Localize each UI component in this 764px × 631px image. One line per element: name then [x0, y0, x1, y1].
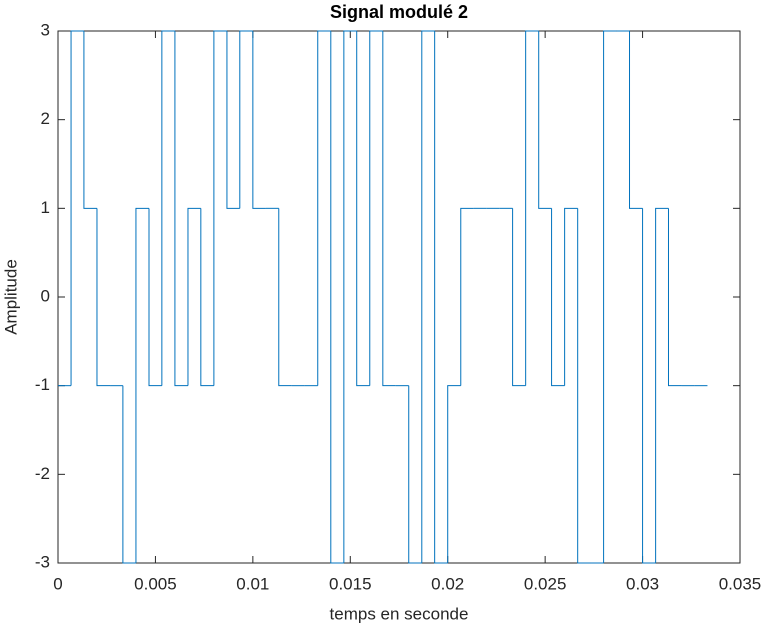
- step: [667, 208, 682, 387]
- step: [655, 207, 669, 563]
- x-tick-label: 0.01: [236, 574, 269, 593]
- step: [577, 208, 591, 564]
- step: [538, 31, 552, 209]
- x-tick-label: 0.02: [431, 574, 464, 593]
- step: [174, 31, 188, 387]
- step: [252, 31, 266, 209]
- step: [434, 31, 448, 564]
- step: [512, 208, 526, 387]
- step: [564, 207, 578, 386]
- step: [460, 207, 474, 386]
- step: [525, 30, 539, 386]
- y-tick-label: -3: [35, 552, 50, 571]
- chart-title: Signal modulé 2: [330, 2, 468, 22]
- step: [135, 207, 149, 563]
- y-tick-label: 3: [41, 20, 50, 39]
- step: [278, 208, 292, 387]
- step: [603, 30, 617, 563]
- step: [343, 30, 357, 563]
- x-tick-label: 0.035: [719, 574, 762, 593]
- step: [369, 30, 383, 386]
- step: [330, 31, 344, 564]
- y-axis-label: Amplitude: [1, 259, 20, 335]
- step: [629, 31, 643, 209]
- y-tick-label: -2: [35, 464, 50, 483]
- x-tick-label: 0.03: [626, 574, 659, 593]
- y-tick-label: 2: [41, 109, 50, 128]
- step: [421, 30, 435, 563]
- x-tick-label: 0.015: [329, 574, 372, 593]
- step: [161, 30, 175, 386]
- step: [187, 207, 201, 386]
- step: [122, 385, 136, 564]
- step: [356, 31, 370, 387]
- step: [408, 385, 422, 564]
- x-axis-label: temps en seconde: [330, 604, 469, 623]
- step: [200, 208, 214, 387]
- step: [642, 208, 656, 564]
- step: [226, 31, 240, 209]
- step: [551, 208, 565, 387]
- step: [382, 31, 396, 387]
- step: [213, 30, 227, 386]
- step: [96, 208, 111, 387]
- step: [70, 30, 84, 386]
- axes-box: [57, 30, 741, 564]
- y-tick-label: -1: [35, 375, 50, 394]
- x-tick-label: 0.005: [134, 574, 177, 593]
- step: [239, 30, 253, 209]
- step: [83, 31, 97, 209]
- x-tick-label: 0.025: [524, 574, 567, 593]
- step: [317, 30, 331, 386]
- step: [148, 208, 162, 387]
- x-tick-label: 0: [53, 574, 62, 593]
- y-tick-label: 1: [41, 198, 50, 217]
- step: [447, 385, 461, 563]
- y-tick-label: 0: [41, 286, 50, 305]
